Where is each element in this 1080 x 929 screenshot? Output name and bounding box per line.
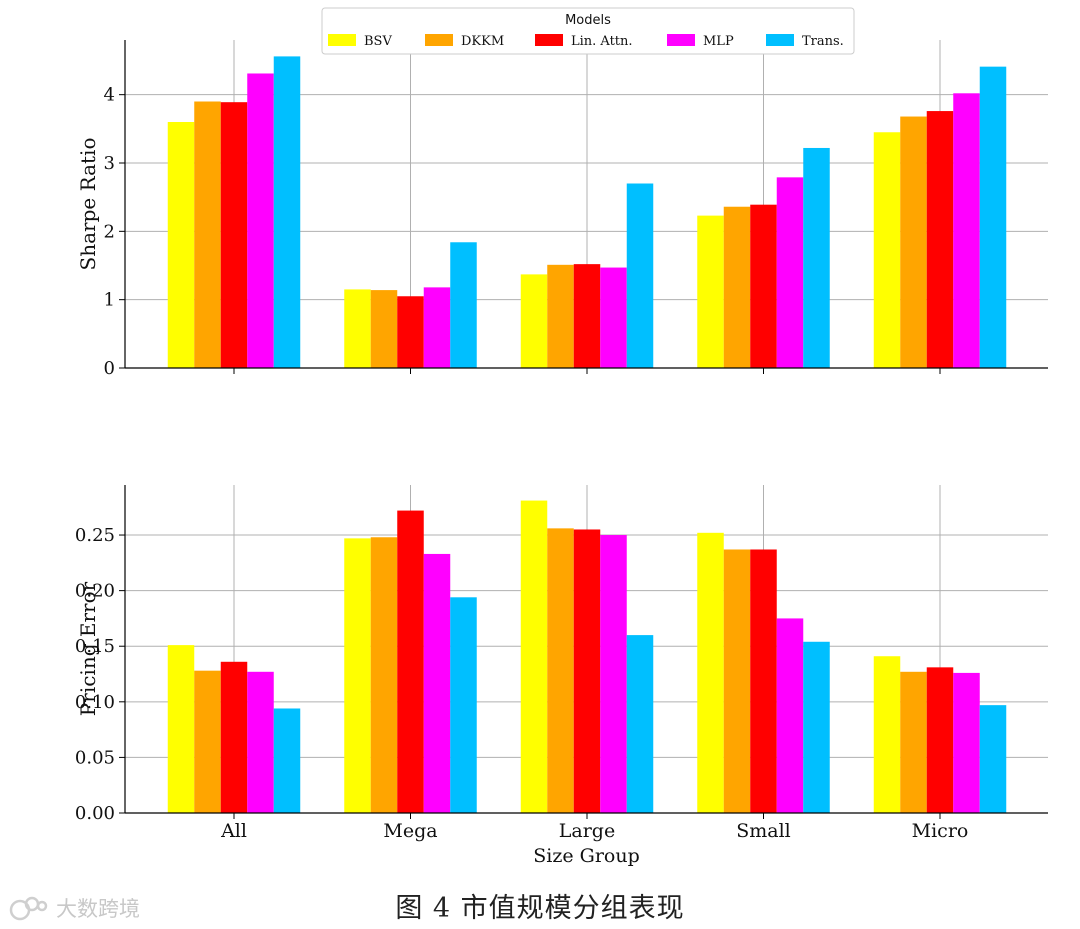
chart-figure: 0 1 2 3 4 Sharpe Ratio 0.00 0.05 0.10 0.15 0.20 0.2… [75,7,1048,867]
bar-lin-attn [573,529,601,813]
bar-dkkm [194,101,221,368]
bar-bsv [873,656,901,813]
legend-swatch [425,34,453,46]
bar-lin-attn [573,264,601,368]
y-tick-label: 0.00 [75,803,115,824]
x-tick-label: Small [736,820,791,842]
bar-lin-attn [397,510,424,813]
bar-trans [273,56,301,369]
y-tick-label: 0.20 [75,581,115,602]
y-tick-label: 1 [104,290,115,311]
bar-lin-attn [397,296,424,368]
bar-dkkm [547,264,574,368]
bar-bsv [520,500,548,813]
bar-lin-attn [926,111,954,369]
y-tick-label: 0.05 [75,747,115,768]
bar-bsv [873,132,901,368]
bar-trans [626,183,654,368]
bar-dkkm [900,671,927,813]
bar-dkkm [370,537,398,813]
legend-label: DKKM [461,34,504,49]
y-tick-label: 0.25 [75,525,115,546]
x-axis-label: Size Group [533,845,640,867]
bar-trans [450,242,477,368]
y-tick-label: 2 [104,221,115,242]
bar-lin-attn [220,102,248,368]
watermark: 大数跨境 [8,893,140,923]
y-tick-label: 0.10 [75,692,115,713]
y-tick-label: 0 [104,358,115,379]
legend-swatch [535,34,563,46]
bar-dkkm [547,528,574,813]
bar-dkkm [900,116,927,369]
bar-mlp [423,553,451,813]
bar-lin-attn [926,667,954,813]
bar-dkkm [194,670,221,813]
legend-label: Trans. [802,34,844,49]
bar-trans [979,705,1007,813]
y-axis-label: Pricing Error [76,581,100,716]
bar-mlp [776,177,804,368]
bar-bsv [344,289,371,368]
legend-label: Lin. Attn. [571,34,633,49]
bar-trans [803,147,830,368]
watermark-logo-icon [9,896,48,921]
bar-mlp [600,267,627,368]
bar-lin-attn [220,661,248,813]
y-axis-label: Sharpe Ratio [76,138,100,271]
bar-mlp [953,93,980,369]
x-tick-label: Micro [912,820,969,842]
bar-bsv [520,274,548,368]
bar-trans [626,635,654,813]
legend-swatch [667,34,695,46]
legend-swatch [328,34,356,46]
bar-mlp [953,672,980,813]
bar-bsv [697,532,724,813]
y-tick-label: 3 [104,153,115,174]
legend-label: MLP [703,34,734,49]
y-tick-label: 0.15 [75,636,115,657]
legend-box [321,7,855,55]
bar-dkkm [370,290,398,368]
bar-mlp [423,287,451,368]
legend-swatch [766,34,794,46]
bar-mlp [776,618,804,813]
bar-mlp [247,73,274,368]
bar-trans [450,597,477,813]
legend-title: Models [565,13,611,28]
legend-label: BSV [364,34,392,49]
bar-bsv [167,122,195,368]
bar-lin-attn [750,204,777,368]
bar-bsv [344,538,371,813]
y-tick-label: 4 [104,85,115,106]
bar-trans [803,641,830,813]
bar-dkkm [723,549,751,813]
x-tick-label: All [220,820,247,842]
bar-bsv [697,215,724,368]
x-tick-label: Large [559,820,615,842]
bar-trans [273,708,301,813]
bar-trans [979,66,1007,369]
figure-caption: 图 4 市值规模分组表现 [395,893,685,924]
bar-mlp [247,671,274,813]
bar-bsv [167,645,195,813]
bar-dkkm [723,206,751,368]
bar-mlp [600,535,627,813]
x-tick-label: Mega [383,820,437,842]
bar-lin-attn [750,549,777,813]
watermark-text: 大数跨境 [56,897,140,921]
